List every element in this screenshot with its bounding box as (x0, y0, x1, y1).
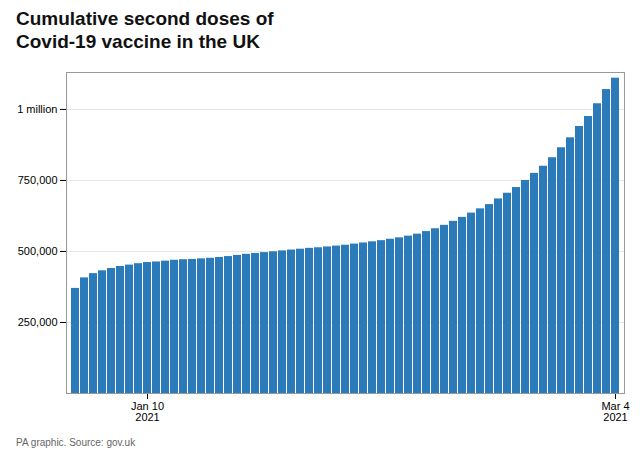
svg-text:750,000: 750,000 (18, 174, 58, 186)
svg-text:Jan 102021: Jan 102021 (131, 400, 164, 423)
html-text:PA graphic. Source: gov.uk: PA graphic. Source: gov.uk (16, 436, 136, 448)
svg-text:500,000: 500,000 (18, 245, 58, 257)
svg-text:1 million: 1 million (17, 103, 57, 115)
html-text:Cumulative second doses of Cov: Cumulative second doses of Covid-19 vacc… (16, 8, 274, 52)
svg-text:250,000: 250,000 (18, 316, 58, 328)
svg-text:Mar 42021: Mar 42021 (601, 400, 629, 423)
